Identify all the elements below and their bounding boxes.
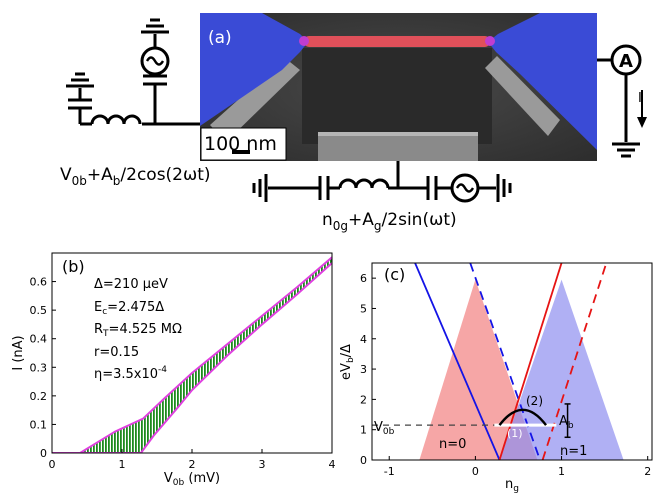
region-n=1 <box>499 279 624 460</box>
x-tick-label: 1 <box>558 465 565 478</box>
panel-c-frame <box>371 262 653 461</box>
panel-c-label: (c) <box>384 265 405 284</box>
gate-inductor <box>338 178 390 189</box>
y-tick-label: 0.4 <box>30 333 48 346</box>
x-tick-label: 0 <box>49 458 56 471</box>
y-tick-label: 1 <box>360 424 367 437</box>
bias-inductor <box>90 114 142 125</box>
panel-c: -1 0 1 2 0 1 2 3 4 5 6 (c) ng eVb/Δ V0b Ab n=0 n=1… <box>339 262 653 493</box>
x-tick-label: 2 <box>644 465 651 478</box>
gate-circuit <box>252 161 512 203</box>
y-tick-label: 4 <box>360 333 367 346</box>
y-tick-label: 6 <box>360 272 367 285</box>
x-tick-label: 4 <box>329 458 336 471</box>
panel-b-label: (b) <box>62 257 85 276</box>
scale-bar <box>200 127 287 161</box>
scale-bar-label: 100 nm <box>204 133 277 155</box>
y-tick-label: 5 <box>360 302 367 315</box>
left-lead <box>200 13 308 126</box>
bias-circuit <box>66 18 200 126</box>
blue-solid-line <box>414 263 501 460</box>
ammeter-label: A <box>619 51 633 72</box>
param-r: r=0.15 <box>94 345 139 360</box>
right-lead <box>488 13 597 150</box>
panel-a-label: (a) <box>208 28 232 48</box>
v0b-label: V0b <box>374 420 395 437</box>
marker-label-1: (1) <box>507 427 523 440</box>
band-lower-edge <box>52 262 332 453</box>
region-label-n0: n=0 <box>439 437 466 452</box>
y-tick-label: 0 <box>360 454 367 467</box>
param-ec: Ec=2.475Δ <box>94 300 164 317</box>
gate-formula: n0g+Ag/2sin(ωt) <box>322 210 457 233</box>
param-delta: Δ=210 μeV <box>94 277 168 292</box>
current-arrow-icon <box>637 117 647 128</box>
x-tick-label: 1 <box>119 458 126 471</box>
y-tick-label: 2 <box>360 393 367 406</box>
panel-b-params: Δ=210 μeV Ec=2.475Δ RT=4.525 MΩ r=0.15 η… <box>94 277 182 382</box>
island <box>304 36 490 47</box>
y-tick-label: 0.1 <box>30 418 48 431</box>
x-tick-label: 0 <box>472 465 479 478</box>
panel-b: 0 1 2 3 4 0 0.1 0.2 0.3 0.4 0.5 0.6 (b) Δ=210 μeV E… <box>11 252 336 488</box>
panel-a: (a) 100 nm <box>60 13 647 233</box>
y-tick-label: 0.3 <box>30 361 48 374</box>
red-solid-line <box>498 263 563 460</box>
current-label: I <box>638 91 642 106</box>
y-tick-label: 0 <box>40 447 47 460</box>
band-upper-edge <box>52 256 332 453</box>
y-tick-label: 0.5 <box>30 304 48 317</box>
panel-b-ylabel: I (nA) <box>11 335 26 370</box>
param-rt: RT=4.525 MΩ <box>94 322 182 339</box>
sem-image: (a) 100 nm <box>200 13 597 161</box>
bias-formula: V0b+Ab/2cos(2ωt) <box>60 165 211 188</box>
y-tick-label: 3 <box>360 363 367 376</box>
ammeter-circuit <box>597 44 643 158</box>
x-tick-label: -1 <box>384 465 395 478</box>
ab-label: Ab <box>559 414 574 431</box>
y-tick-label: 0.6 <box>30 276 48 289</box>
y-tick-label: 0.2 <box>30 390 48 403</box>
x-tick-label: 3 <box>259 458 266 471</box>
panel-b-xlabel: V0b (mV) <box>164 471 220 488</box>
panel-c-xlabel: ng <box>505 477 519 493</box>
x-tick-label: 2 <box>189 458 196 471</box>
panel-c-ylabel: eVb/Δ <box>339 344 356 380</box>
marker-label-2: (2) <box>526 394 543 408</box>
region-label-n1: n=1 <box>560 444 587 459</box>
param-eta: η=3.5x10-4 <box>94 365 167 382</box>
bias-arc <box>498 408 547 426</box>
blue-dashed-line <box>469 263 541 460</box>
red-dashed-line <box>541 263 608 460</box>
